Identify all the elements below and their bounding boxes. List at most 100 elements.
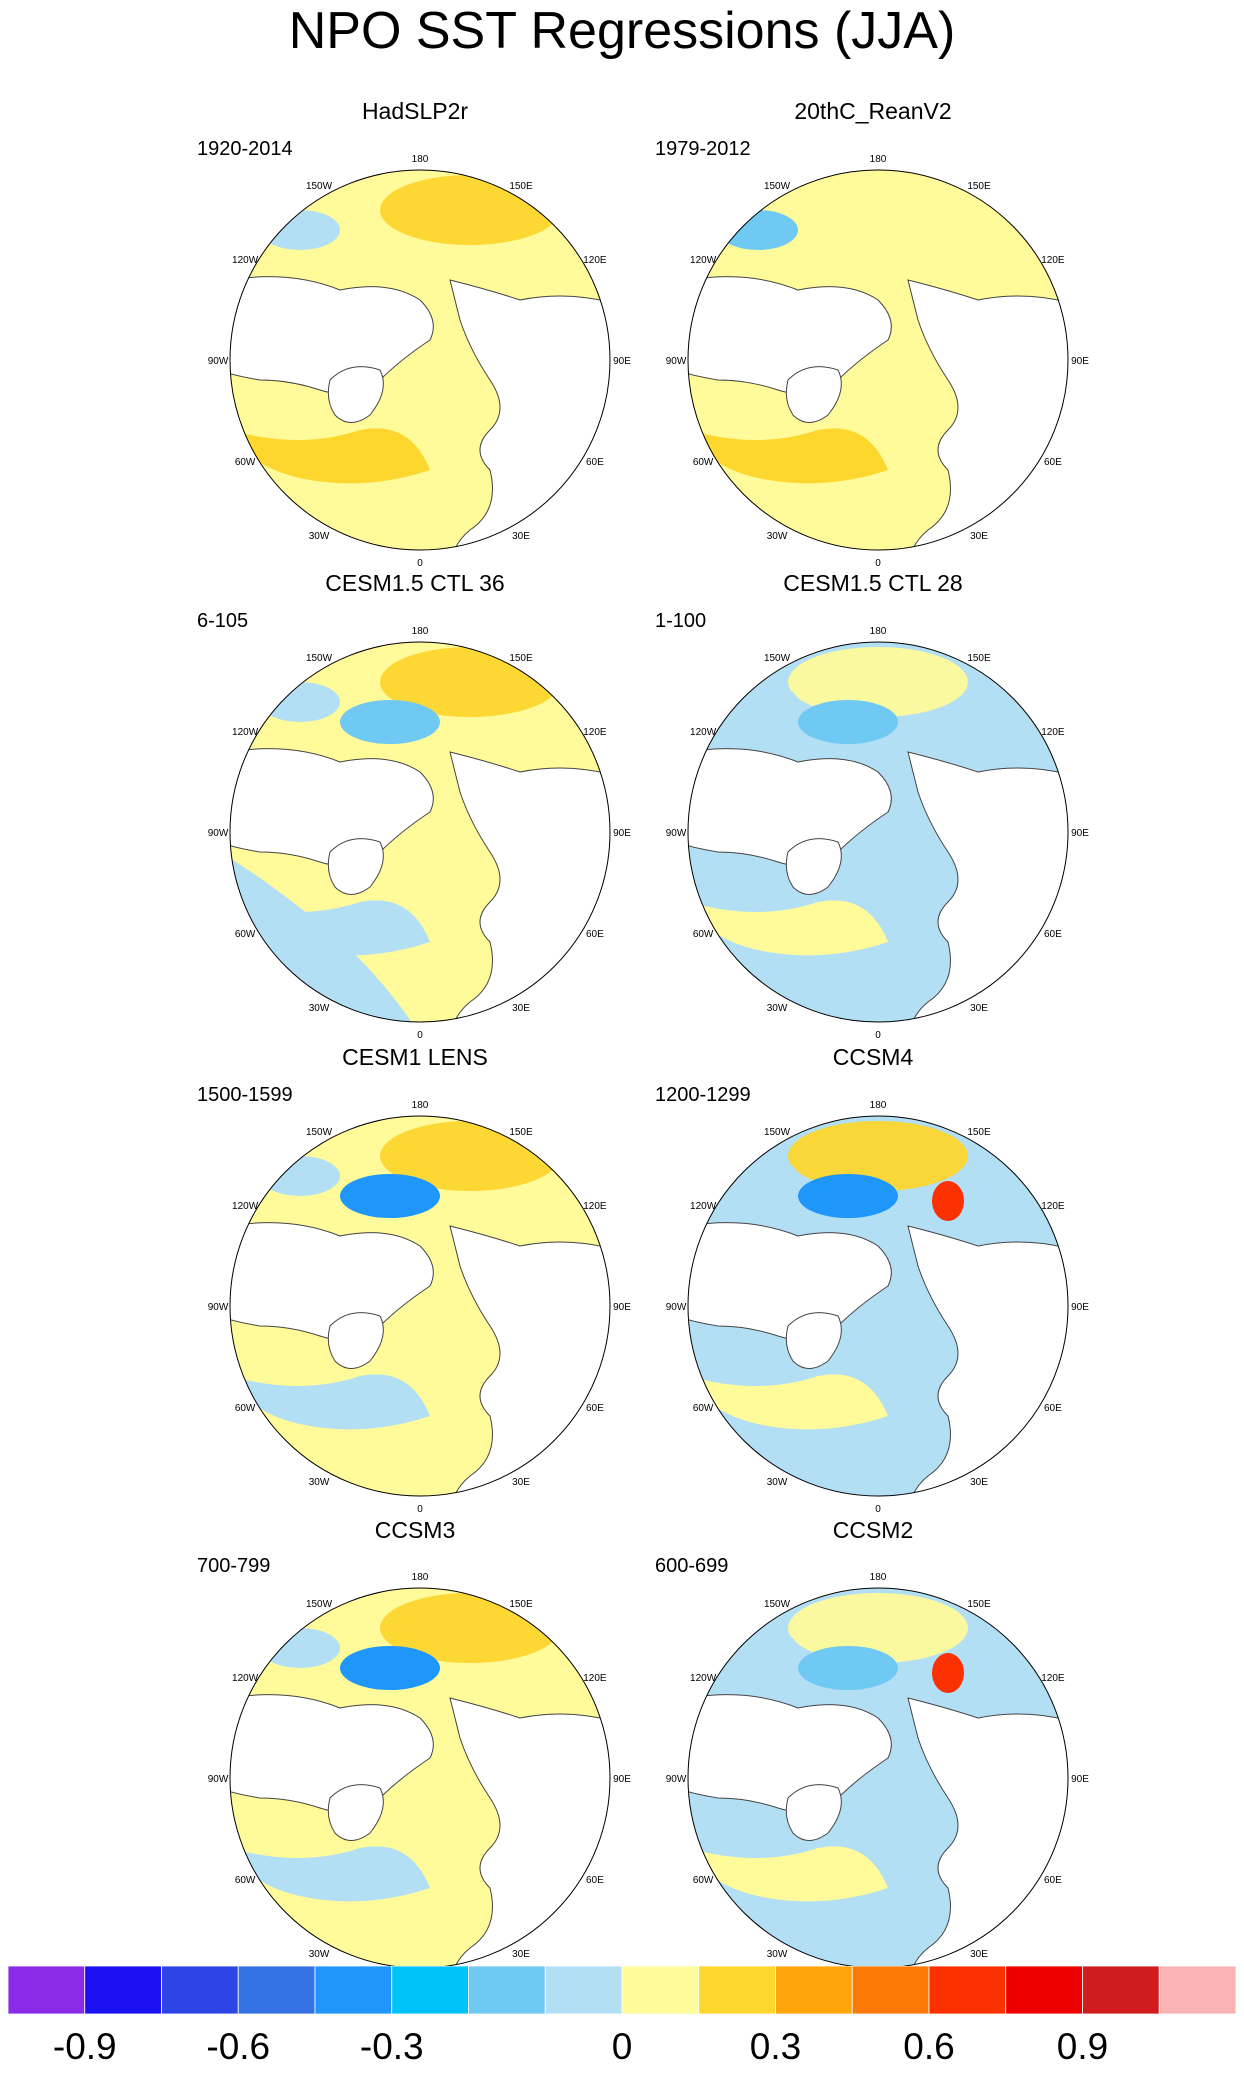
longitude-label: 30E	[970, 1003, 988, 1014]
atlantic-anomaly	[230, 900, 430, 956]
longitude-label: 60E	[586, 1875, 604, 1886]
colorbar-swatch	[621, 1966, 700, 2015]
longitude-label: 150E	[509, 1127, 533, 1138]
pacific-anomaly-negative	[260, 210, 340, 250]
longitude-label: 60E	[1044, 1403, 1062, 1414]
colorbar-swatch	[468, 1966, 546, 2015]
longitude-label: 180	[870, 1572, 887, 1583]
colorbar-swatch	[1005, 1966, 1083, 2015]
longitude-label: 120E	[583, 255, 607, 266]
longitude-label: 150E	[967, 1127, 991, 1138]
longitude-label: 60W	[693, 1875, 714, 1886]
colorbar-swatch	[698, 1966, 776, 2015]
longitude-label: 150W	[764, 181, 791, 192]
north-america-land	[688, 1694, 892, 1812]
panel-period: 1200-1299	[655, 1084, 751, 1106]
longitude-label: 90W	[208, 356, 229, 367]
longitude-label: 30W	[309, 531, 330, 542]
longitude-label: 60W	[235, 929, 256, 940]
panel-period: 1920-2014	[197, 138, 293, 160]
longitude-label: 60W	[235, 457, 256, 468]
north-america-land	[230, 748, 434, 866]
panel-title: 20thC_ReanV2	[794, 98, 952, 124]
map-boundary	[229, 1115, 611, 1497]
atlantic-anomaly	[230, 1846, 430, 1902]
longitude-label: 90W	[208, 828, 229, 839]
longitude-label: 30W	[309, 1003, 330, 1014]
longitude-label: 30E	[970, 1949, 988, 1960]
greenland-land	[327, 366, 384, 423]
longitude-label: 120E	[583, 1673, 607, 1684]
colorbar-swatch	[8, 1966, 86, 2015]
greenland-land	[327, 1312, 384, 1369]
panel-title: CCSM3	[374, 1517, 456, 1543]
longitude-label: 120E	[1041, 1673, 1065, 1684]
longitude-label: 90E	[1071, 1302, 1089, 1313]
longitude-label: 120W	[232, 1201, 259, 1212]
longitude-label: 60E	[586, 457, 604, 468]
pacific-anomaly	[788, 647, 968, 717]
longitude-label: 90W	[666, 1774, 687, 1785]
greenland-land	[785, 1784, 842, 1841]
pacific-anomaly-negative	[260, 682, 340, 722]
longitude-label: 150E	[967, 653, 991, 664]
colorbar-tick-label: -0.9	[52, 2026, 117, 2067]
longitude-label: 30E	[512, 531, 530, 542]
longitude-label: 180	[412, 154, 429, 165]
longitude-label: 150W	[764, 653, 791, 664]
longitude-label: 0	[417, 1030, 423, 1041]
longitude-label: 150E	[509, 1599, 533, 1610]
longitude-label: 0	[875, 1030, 881, 1041]
pacific-anomaly	[788, 175, 968, 245]
pacific-anomaly	[380, 175, 560, 245]
longitude-label: 90E	[1071, 356, 1089, 367]
longitude-label: 90E	[613, 828, 631, 839]
longitude-label: 60E	[1044, 929, 1062, 940]
greenland-land	[785, 1312, 842, 1369]
colorbar-tick-label: 0	[611, 2026, 633, 2067]
longitude-label: 90E	[1071, 828, 1089, 839]
longitude-label: 120W	[232, 727, 259, 738]
panel-title: CESM1.5 CTL 28	[783, 570, 963, 596]
longitude-label: 90E	[613, 1774, 631, 1785]
panel-title: HadSLP2r	[361, 98, 469, 124]
map-boundary	[229, 169, 611, 551]
greenland-land	[327, 1784, 384, 1841]
longitude-label: 150W	[306, 1127, 333, 1138]
pacific-anomaly-negative	[718, 210, 798, 250]
longitude-label: 180	[412, 1572, 429, 1583]
colorbar-swatch	[391, 1966, 469, 2015]
panel-title: CCSM2	[832, 1517, 914, 1543]
longitude-label: 90W	[208, 1774, 229, 1785]
longitude-label: 0	[875, 1504, 881, 1515]
panel-period: 6-105	[197, 610, 249, 632]
longitude-label: 150W	[764, 1599, 791, 1610]
pacific-anomaly-negative	[718, 682, 798, 722]
longitude-label: 30E	[512, 1949, 530, 1960]
greenland-land	[785, 366, 842, 423]
pacific-anomaly-negative	[260, 1156, 340, 1196]
longitude-label: 30W	[767, 1477, 788, 1488]
longitude-label: 30W	[309, 1477, 330, 1488]
longitude-label: 30W	[767, 1949, 788, 1960]
colorbar-swatch	[161, 1966, 239, 2015]
panel-period: 1500-1599	[197, 1084, 293, 1106]
colorbar-swatch	[237, 1966, 316, 2015]
longitude-label: 60E	[1044, 457, 1062, 468]
panel-title: CESM1.5 CTL 36	[325, 570, 505, 596]
colorbar-swatch	[1082, 1966, 1160, 2015]
longitude-label: 90E	[613, 356, 631, 367]
greenland-land	[785, 838, 842, 895]
colorbar-tick-label: 0.6	[903, 2026, 955, 2067]
longitude-label: 60W	[693, 457, 714, 468]
longitude-label: 120W	[690, 727, 717, 738]
longitude-label: 150W	[764, 1127, 791, 1138]
longitude-label: 120W	[690, 255, 717, 266]
